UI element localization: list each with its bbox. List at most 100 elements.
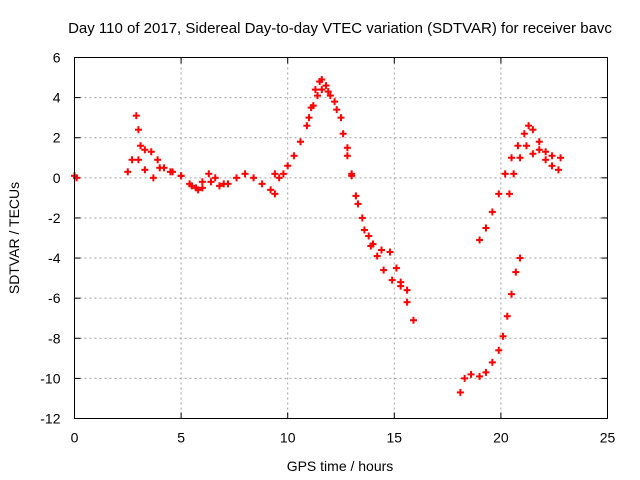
data-point xyxy=(499,332,507,340)
data-point xyxy=(488,208,496,216)
data-point xyxy=(482,224,490,232)
data-point xyxy=(529,126,537,134)
data-point xyxy=(367,242,375,250)
data-point xyxy=(392,264,400,272)
data-point xyxy=(198,178,206,186)
data-point xyxy=(397,282,405,290)
data-point xyxy=(220,180,228,188)
data-point xyxy=(557,154,565,162)
data-point xyxy=(378,246,386,254)
data-point xyxy=(318,86,326,94)
data-point xyxy=(343,144,351,152)
data-point xyxy=(233,174,241,182)
data-point xyxy=(275,174,283,182)
series-3 xyxy=(132,112,228,192)
data-point xyxy=(495,190,503,198)
data-point xyxy=(516,154,524,162)
data-point xyxy=(409,316,417,324)
data-point xyxy=(241,170,249,178)
data-point xyxy=(296,138,304,146)
series-layer xyxy=(71,76,565,396)
data-point xyxy=(488,358,496,366)
data-point xyxy=(348,170,356,178)
data-point xyxy=(314,92,322,100)
y-tick-label: 0 xyxy=(53,170,61,186)
data-point xyxy=(542,148,550,156)
data-point xyxy=(271,170,279,178)
series-6 xyxy=(456,254,524,396)
data-point xyxy=(134,156,142,164)
y-tick-label: -4 xyxy=(48,250,61,266)
x-tick-label: 25 xyxy=(600,430,616,446)
data-point xyxy=(303,122,311,130)
series-5 xyxy=(305,86,411,294)
data-point xyxy=(284,162,292,170)
data-point xyxy=(154,156,162,164)
data-point xyxy=(548,152,556,160)
y-tick-label: 4 xyxy=(53,90,61,106)
y-tick-label: 6 xyxy=(53,50,61,66)
data-point xyxy=(508,154,516,162)
data-point xyxy=(250,174,258,182)
data-point xyxy=(169,168,177,176)
data-point xyxy=(529,150,537,158)
x-axis-title: GPS time / hours xyxy=(287,458,394,474)
data-point xyxy=(333,106,341,114)
data-point xyxy=(279,170,287,178)
data-point xyxy=(337,114,345,122)
data-point xyxy=(211,174,219,182)
x-tick-label: 10 xyxy=(280,430,296,446)
data-point xyxy=(516,254,524,262)
data-point xyxy=(305,114,313,122)
grid-layer xyxy=(74,57,608,419)
data-point xyxy=(520,130,528,138)
series-8 xyxy=(505,142,562,198)
x-tick-label: 0 xyxy=(71,430,79,446)
data-point xyxy=(318,76,326,84)
data-point xyxy=(535,138,543,146)
data-point xyxy=(141,166,149,174)
plot-frame xyxy=(74,57,608,419)
data-point xyxy=(258,180,266,188)
data-point xyxy=(365,232,373,240)
series-4 xyxy=(271,76,417,324)
data-point xyxy=(354,200,362,208)
data-point xyxy=(476,236,484,244)
data-point xyxy=(160,164,168,172)
data-point xyxy=(128,156,136,164)
data-point xyxy=(501,170,509,178)
data-point xyxy=(198,184,206,192)
data-point xyxy=(482,368,490,376)
data-point xyxy=(134,126,142,134)
y-tick-label: -2 xyxy=(48,210,61,226)
x-tick-label: 20 xyxy=(493,430,509,446)
data-point xyxy=(476,372,484,380)
data-point xyxy=(215,182,223,190)
y-tick-label: -8 xyxy=(48,330,61,346)
data-point xyxy=(380,266,388,274)
data-point xyxy=(467,370,475,378)
data-point xyxy=(186,180,194,188)
data-point xyxy=(132,112,140,120)
data-point xyxy=(461,374,469,382)
chart-title: Day 110 of 2017, Sidereal Day-to-day VTE… xyxy=(68,20,612,37)
data-point xyxy=(535,146,543,154)
data-point xyxy=(503,312,511,320)
data-point xyxy=(514,142,522,150)
data-point xyxy=(360,226,368,234)
data-point xyxy=(309,102,317,110)
data-point xyxy=(177,172,185,180)
data-point xyxy=(339,130,347,138)
data-point xyxy=(326,92,334,100)
data-point xyxy=(267,186,275,194)
data-point xyxy=(311,86,319,94)
data-point xyxy=(522,142,530,150)
data-point xyxy=(512,268,520,276)
data-point xyxy=(495,346,503,354)
data-point xyxy=(542,156,550,164)
data-point xyxy=(322,82,330,90)
data-point xyxy=(207,178,215,186)
data-point xyxy=(505,190,513,198)
